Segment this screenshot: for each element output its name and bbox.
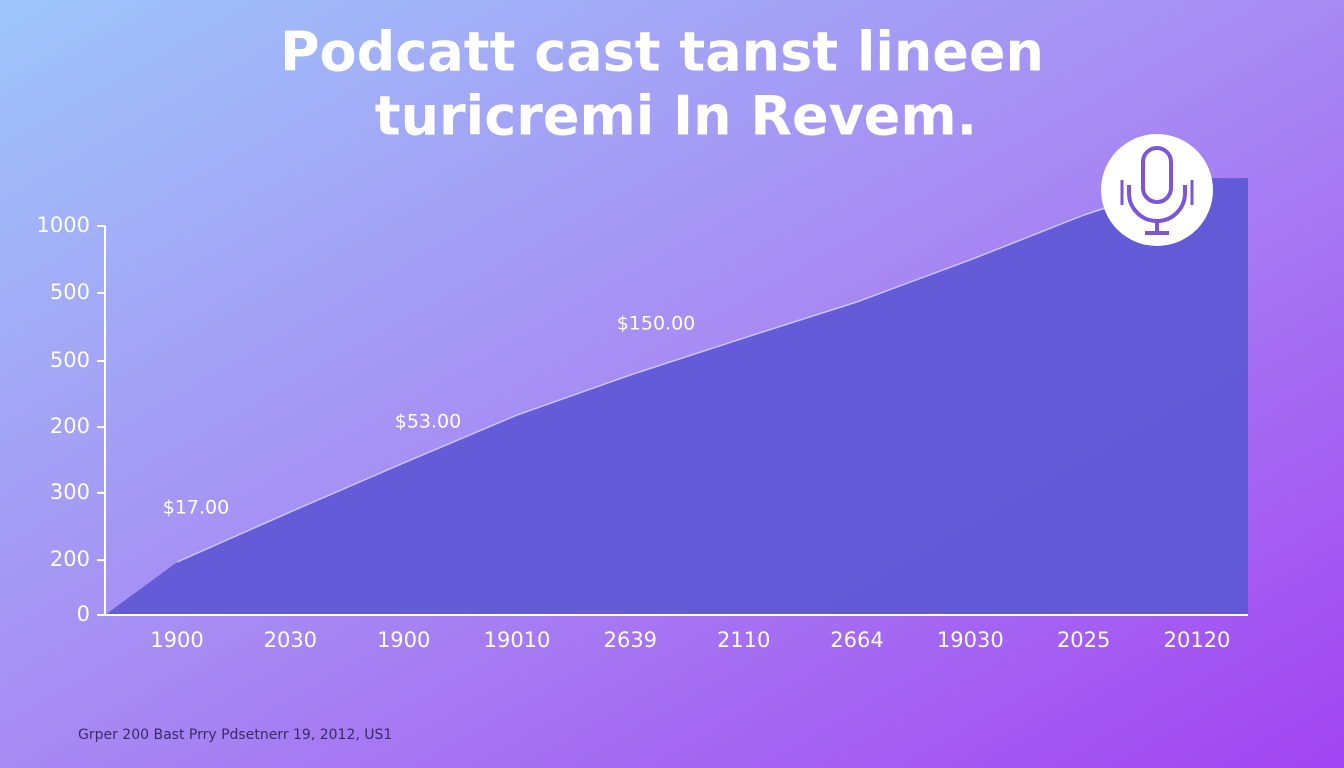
data-annotation: $150.00 <box>617 313 696 335</box>
line <box>176 177 1198 563</box>
x-tick-label: 2110 <box>717 628 770 652</box>
footnote: Grper 200 Bast Prry Pdsetnerr 19, 2012, … <box>78 727 392 743</box>
plot-area: 0 200 300 200 500 500 1000 1900 2030 1900 19010 263… <box>37 177 1248 652</box>
y-tick-label: 1000 <box>37 213 90 237</box>
x-tick-label: 19010 <box>484 628 551 652</box>
data-annotation: $53.00 <box>395 411 461 433</box>
x-tick-label: 2025 <box>1057 628 1110 652</box>
chart-title: Podcatt cast tanst lineen <box>280 21 1044 84</box>
x-tick-label: 19030 <box>937 628 1004 652</box>
area <box>105 178 1248 615</box>
y-tick-label: 500 <box>50 280 90 304</box>
x-tick-label: 1900 <box>377 628 430 652</box>
x-tick-label: 20120 <box>1164 628 1231 652</box>
y-tick-label: 0 <box>77 602 90 626</box>
y-tick-label: 500 <box>50 348 90 372</box>
y-tick-label: 300 <box>50 480 90 504</box>
y-tick-label: 200 <box>50 414 90 438</box>
data-annotation: $17.00 <box>163 497 229 519</box>
chart-title: turicremi In Revem. <box>375 85 977 148</box>
x-tick-label: 2030 <box>264 628 317 652</box>
y-tick-label: 200 <box>50 547 90 571</box>
x-tick-label: 1900 <box>150 628 203 652</box>
x-tick-label: 2664 <box>830 628 883 652</box>
microphone-icon <box>1101 134 1213 246</box>
x-tick-label: 2639 <box>604 628 657 652</box>
